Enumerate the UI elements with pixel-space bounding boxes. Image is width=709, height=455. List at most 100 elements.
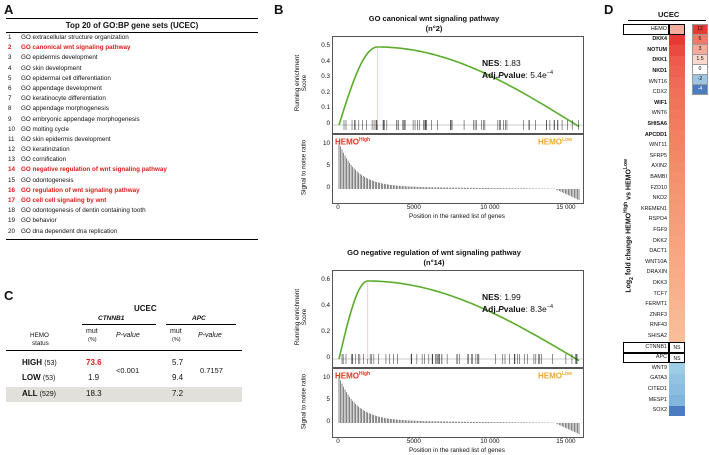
go-bp-item-12: 12 GO keratinization [6,145,258,155]
go-bp-item-16: 16 GO regulation of wnt signaling pathway [6,186,258,196]
go-bp-rank: 10 [8,125,16,133]
go-bp-item-10: 10 GO molting cycle [6,125,258,135]
es-tick-label: 0 [326,354,330,361]
go-bp-rank: 11 [8,135,15,143]
row-all-apc: 7.2 [172,389,184,398]
es-tick-label: 0.3 [321,73,330,81]
heatmap-cell [669,246,685,258]
heatmap-cell [669,24,685,35]
apc-pvalue: 0.7157 [200,366,223,375]
heatmap-cell [669,395,685,406]
heatmap-cell [669,384,685,395]
heatmap-cell [669,236,685,247]
heatmap-cell [669,257,685,268]
go-bp-rank: 3 [8,54,12,62]
go-bp-label: GO behavior [21,217,57,225]
heatmap-gene-label: MESP1 [648,396,667,403]
es-tick-label: 0.1 [321,104,330,112]
ctnnb1-pvalue-header: P-value [116,332,140,339]
es-tick-label: 0.2 [321,328,330,335]
heatmap-gene-label: DACT1 [649,248,667,255]
heatmap-cell [669,77,685,88]
es-ylabel: Running enrichment Score [294,288,308,346]
row-low-label: LOW (53) [22,373,56,382]
adj-pvalue-label: Adj.Pvalue: 8.3e−4 [482,304,554,314]
x-axis-label: Position in the ranked list of genes [409,213,505,220]
row-high-label: HIGH (53) [22,358,57,367]
ctnnb1-rule [82,324,156,325]
heatmap-cell [669,66,685,77]
go-bp-label: GO epidermal cell differentiation [21,74,111,82]
heatmap-gene-label: DKK3 [652,279,667,286]
heatmap-gene-label: CTNNB1 [645,343,667,350]
snr-tick-label: 0 [326,418,330,425]
es-ylabel: Running enrichment Score [294,54,308,112]
mutation-table: UCEC CTNNB1 APC HEMO status mut (%) P-va… [6,300,246,410]
hemo-high-label: HEMOHigh [335,371,371,381]
row-all-background [6,387,242,402]
gsea-title: GO canonical wnt signaling pathway [368,14,500,23]
ns-label: NS [673,345,681,351]
snr-plot-area [332,368,584,438]
heatmap-gene-label: AXIN2 [651,163,667,170]
snr-tick-label: 10 [322,140,330,147]
heatmap-gene-label: NKD1 [652,67,667,74]
nes-label: NES: 1.83 [482,58,521,68]
heatmap-gene-label: HEMO [650,25,667,32]
heatmap-cell [669,320,685,332]
go-bp-item-1: 1 GO extracellular structure organization [6,33,258,43]
heatmap-cell [669,310,685,321]
heatmap-cell [669,172,685,183]
go-bp-table-title: Top 20 of GO:BP gene sets (UCEC) [6,18,258,33]
heatmap-gene-label: GATA3 [650,375,667,382]
fold-change-heatmap: UCEC HEMO DKK4 NOTUM DKK1 NKD1 WNT16 CDX2 WIF1 W… [620,10,708,455]
heatmap-gene-label: WNT11 [649,142,667,149]
gene-highlight-box [623,24,669,35]
go-bp-rank: 7 [8,95,12,103]
gene-highlight-box [623,342,669,353]
gene-apc-header: APC [192,315,206,322]
gene-highlight-box [623,352,669,364]
heatmap-cell [669,405,685,417]
go-bp-label: GO epidermis development [21,54,98,62]
heatmap-ylabel: Log2 fold change HEMOHigh vs HEMOLow [623,159,635,293]
hemo-high-label: HEMOHigh [335,137,371,147]
es-curve [338,280,580,362]
heatmap-gene-label: NOTUM [647,46,667,53]
go-bp-label: GO dna dependent dna replication [21,227,118,235]
gsea-plot-canonical-wnt: GO canonical wnt signaling pathway (n°2) N… [284,12,584,227]
go-bp-item-13: 13 GO cornification [6,155,258,165]
heatmap-cell [669,373,685,385]
gsea-plot-negative-regulation-wnt: GO negative regulation of wnt signaling … [284,246,584,455]
heatmap-gene-label: DKK4 [652,36,667,43]
row-high-apc: 5.7 [172,358,184,367]
go-bp-rank: 20 [8,227,16,235]
go-bp-rank: 16 [8,186,16,194]
go-bp-label: GO skin epidermis development [21,135,111,143]
heatmap-cell [669,87,685,99]
go-bp-item-8: 8 GO appendage morphogenesis [6,104,258,114]
heatmap-cell [669,278,685,289]
apc-rule [166,324,236,325]
snr-tick-label: 5 [326,396,330,403]
adj-pvalue-label: Adj.Pvalue: 5.4e−4 [482,70,554,80]
go-bp-rank: 8 [8,105,12,113]
heatmap-cell [669,299,685,311]
row-high-ctnnb1: 73.6 [86,358,102,367]
heatmap-cell [669,130,685,141]
panel-label-b: B [274,2,284,17]
heatmap-cell [669,119,685,130]
go-bp-rank: 13 [8,156,16,164]
heatmap-gene-label: KREMEN1 [640,205,667,212]
gene-ctnnb1-header: CTNNB1 [98,315,125,322]
heatmap-cell [669,214,685,226]
heatmap-gene-label: WNT10A [645,258,667,265]
hemo-low-label: HEMOLow [538,371,572,381]
go-bp-rank: 17 [8,197,16,204]
heatmap-title: UCEC [658,10,680,19]
go-bp-item-17: 17 GO cell cell signaling by wnt [6,196,258,206]
go-bp-list: 1 GO extracellular structure organization… [6,33,258,240]
header-rule [6,350,242,351]
gsea-subtitle: (n°2) [425,24,443,33]
hemo-low-label: HEMOLow [538,137,572,147]
